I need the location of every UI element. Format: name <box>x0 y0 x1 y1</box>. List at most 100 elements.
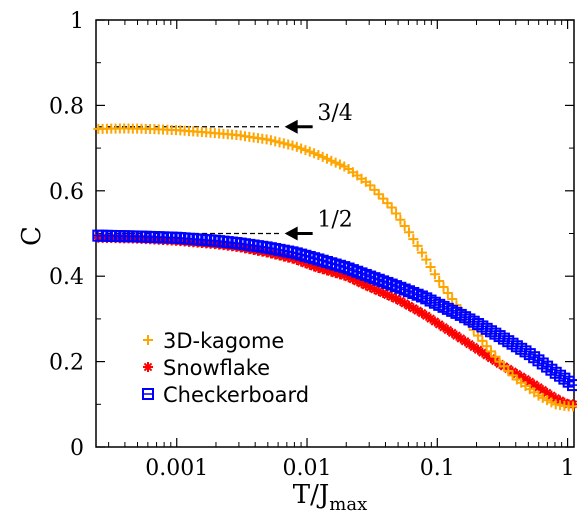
x-tick-label: 0.1 <box>420 456 455 481</box>
data-point <box>438 322 449 333</box>
data-point <box>339 270 350 281</box>
legend-marker <box>143 362 153 372</box>
data-point <box>416 247 427 258</box>
data-point <box>395 295 406 306</box>
data-point <box>404 227 415 238</box>
data-point <box>360 280 371 291</box>
y-tick-label: 0.8 <box>49 94 84 119</box>
series-checkerboard <box>92 229 577 392</box>
data-point <box>447 327 458 338</box>
data-point <box>516 371 527 382</box>
data-point <box>395 214 406 225</box>
data-point <box>352 276 363 287</box>
data-point <box>477 335 488 346</box>
data-point <box>365 282 376 293</box>
x-axis-label: T/Jmax <box>293 480 367 515</box>
data-point <box>447 294 458 305</box>
data-point <box>404 300 415 311</box>
data-point <box>382 289 393 300</box>
data-point <box>481 341 492 352</box>
data-point <box>537 385 548 396</box>
data-point <box>412 305 423 316</box>
data-point <box>429 269 440 280</box>
data-point <box>304 259 315 270</box>
data-point <box>356 278 367 289</box>
data-point <box>550 393 561 404</box>
data-point <box>455 333 466 344</box>
data-point <box>520 374 531 385</box>
data-point <box>542 387 553 398</box>
legend-marker <box>142 388 154 400</box>
arrow-head-icon <box>284 226 298 241</box>
data-point <box>378 288 389 299</box>
data-point <box>566 379 577 392</box>
y-axis: 0 0.2 0.4 0.6 0.8 1 <box>49 9 574 461</box>
data-point <box>490 351 501 362</box>
data-point <box>369 284 380 295</box>
data-point <box>343 272 354 283</box>
legend-marker <box>143 335 153 345</box>
data-point <box>416 308 427 319</box>
data-point <box>334 269 345 280</box>
x-axis-label-subscript: max <box>329 494 367 515</box>
data-point <box>473 344 484 355</box>
annotation-label: 1/2 <box>317 208 352 233</box>
annotation-label: 3/4 <box>317 101 352 126</box>
data-point <box>391 293 402 304</box>
data-point <box>399 221 410 232</box>
data-point <box>460 336 471 347</box>
data-point <box>391 208 402 219</box>
data-point <box>524 376 535 387</box>
data-point <box>317 264 328 275</box>
data-point <box>468 341 479 352</box>
x-tick-label: 1 <box>561 456 575 481</box>
data-point <box>477 347 488 358</box>
data-point <box>408 303 419 314</box>
data-point <box>442 288 453 299</box>
legend: 3D-kagome Snowflake Checkerboard <box>142 329 309 407</box>
data-point <box>511 369 522 380</box>
series-3d-kagome <box>93 123 577 412</box>
data-point <box>322 265 333 276</box>
legend-label: 3D-kagome <box>163 329 284 353</box>
data-point <box>313 262 324 273</box>
y-tick-label: 0.6 <box>49 180 84 205</box>
annotations: 3/4 1/2 <box>98 101 353 241</box>
data-point <box>481 350 492 361</box>
data-point <box>347 274 358 285</box>
y-tick-label: 0.4 <box>49 265 84 290</box>
data-point <box>434 275 445 286</box>
arrow-head-icon <box>284 119 298 134</box>
data-point <box>485 353 496 364</box>
data-point <box>529 379 540 390</box>
data-point <box>425 261 436 272</box>
x-tick-label: 0.01 <box>283 456 332 481</box>
x-axis-label-main: T/J <box>293 480 330 510</box>
data-point <box>438 282 449 293</box>
data-point <box>567 401 577 412</box>
data-point <box>425 313 436 324</box>
data-point <box>546 390 557 401</box>
x-axis: 0.001 0.01 0.1 1 <box>108 20 575 481</box>
data-point <box>464 339 475 350</box>
data-point <box>373 286 384 297</box>
data-point <box>386 202 397 213</box>
data-point <box>330 268 341 279</box>
y-tick-label: 0.2 <box>49 351 84 376</box>
data-point <box>442 325 453 336</box>
legend-label: Checkerboard <box>163 383 309 407</box>
data-point <box>451 330 462 341</box>
data-point <box>421 254 432 265</box>
legend-label: Snowflake <box>163 356 270 380</box>
data-point <box>399 298 410 309</box>
data-point <box>434 319 445 330</box>
y-tick-label: 1 <box>70 9 84 34</box>
y-axis-label: C <box>17 226 47 246</box>
data-point <box>309 261 320 272</box>
data-point <box>421 310 432 321</box>
data-point <box>300 258 311 269</box>
y-tick-label: 0 <box>70 436 84 461</box>
data-point <box>386 291 397 302</box>
data-point <box>429 316 440 327</box>
